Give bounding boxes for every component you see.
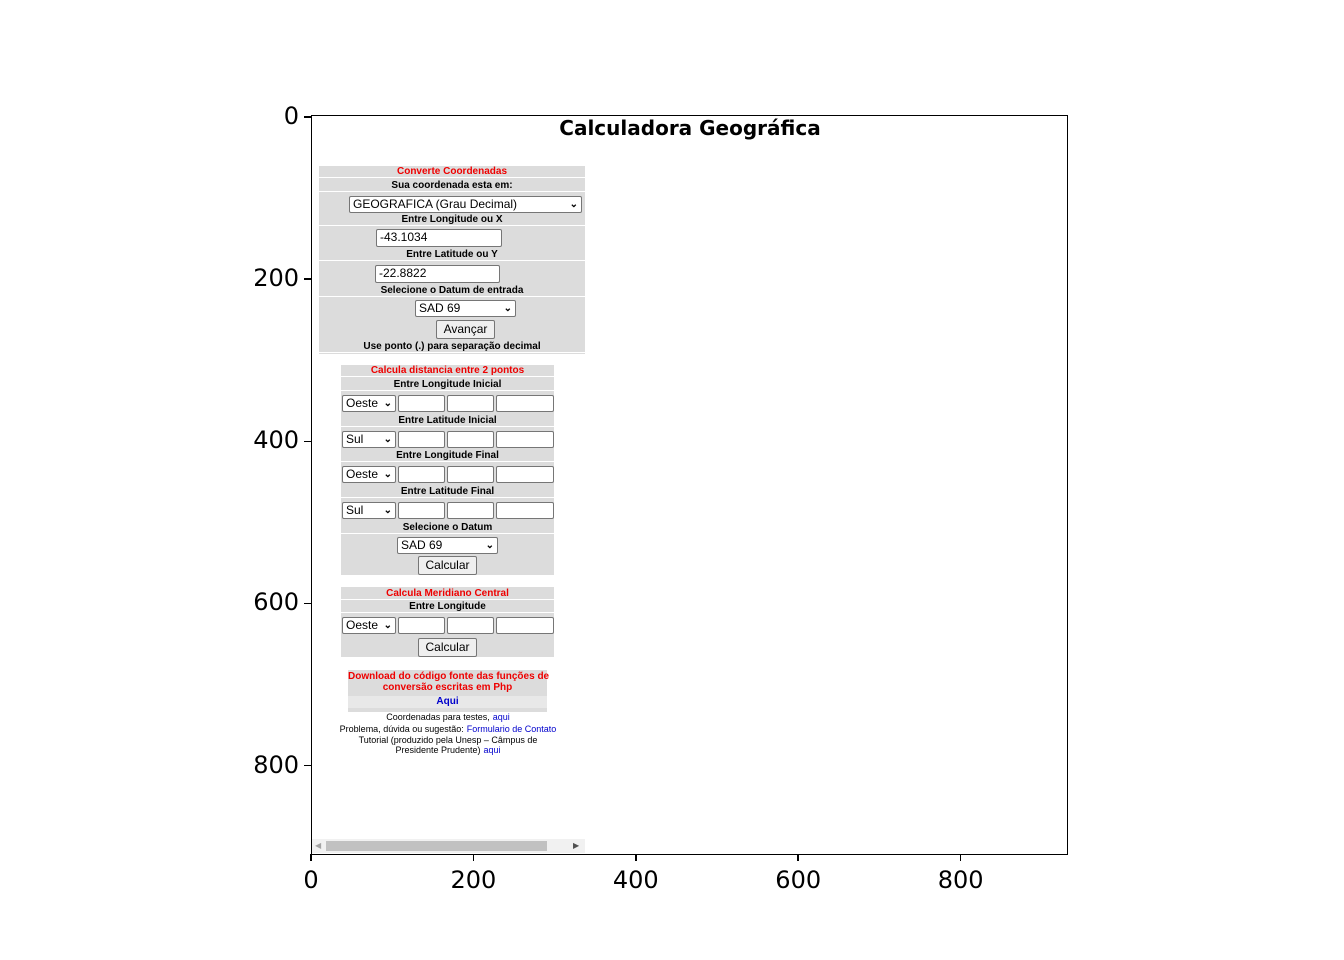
y-tick-label: 600: [253, 588, 299, 617]
label: Selecione o Datum de entrada: [319, 285, 585, 297]
y-tick: [304, 764, 311, 767]
chevron: ⌄: [569, 199, 578, 210]
chevron: ⌄: [383, 398, 392, 409]
download-link[interactable]: Aqui: [348, 696, 547, 708]
footer-line: Tutorial (produzido pela Unesp – Câmpus …: [298, 735, 598, 746]
label: Converte Coordenadas: [319, 166, 585, 178]
button: Avançar: [436, 320, 495, 339]
button: Calcular: [418, 556, 477, 575]
x-tick-label: 0: [303, 866, 319, 894]
chevron: ⌄: [383, 505, 392, 516]
label: Entre Longitude Inicial: [341, 379, 554, 391]
footer-text: Problema, dúvida ou sugestão:: [339, 724, 464, 734]
select: Oeste ⌄: [342, 617, 396, 634]
x-tick-label: 400: [612, 866, 659, 894]
select: Sul ⌄: [342, 431, 396, 448]
y-tick: [304, 440, 311, 443]
label: Entre Longitude: [341, 601, 554, 613]
select: SAD 69 ⌄: [397, 537, 498, 554]
label: Entre Longitude ou X: [319, 214, 585, 226]
text-input: [496, 431, 554, 448]
footer-link[interactable]: aqui: [492, 712, 510, 722]
footer-line: Presidente Prudente) aqui: [298, 745, 598, 756]
y-tick: [304, 278, 311, 280]
label: Entre Latitude Inicial: [341, 415, 554, 427]
text-input: [447, 502, 494, 519]
chevron: ⌄: [485, 540, 494, 551]
label: Entre Latitude Final: [341, 486, 554, 498]
axes-frame: [311, 115, 1068, 855]
text-input: [398, 617, 445, 634]
download-heading: Download do código fonte das funções de: [348, 671, 550, 682]
footer-line: Problema, dúvida ou sugestão: Formulario …: [298, 724, 598, 735]
label: Calcula Meridiano Central: [341, 588, 554, 600]
select: Oeste ⌄: [342, 395, 396, 412]
select: Sul ⌄: [342, 502, 396, 519]
footer-link[interactable]: Formulario de Contato: [466, 724, 557, 734]
footer-text: Coordenadas para testes,: [386, 712, 490, 722]
label: Use ponto (.) para separação decimal: [319, 341, 585, 353]
y-tick-label: 800: [253, 750, 299, 779]
text-input: [447, 395, 494, 412]
select: SAD 69 ⌄: [415, 300, 516, 317]
x-tick: [472, 854, 475, 861]
select: GEOGRAFICA (Grau Decimal) ⌄: [349, 196, 582, 213]
text-input: [398, 431, 445, 448]
select: Oeste ⌄: [342, 466, 396, 483]
y-tick: [304, 116, 311, 118]
text-input: -43.1034: [376, 229, 502, 247]
y-tick-label: 400: [253, 426, 299, 455]
text-input: [496, 617, 554, 634]
text-input: [447, 431, 494, 448]
footer-line: Coordenadas para testes, aqui: [298, 712, 598, 723]
text-input: [398, 502, 445, 519]
x-tick-label: 800: [937, 866, 984, 894]
scroll-left: ◀: [315, 841, 322, 850]
y-tick: [304, 602, 311, 605]
text-input: [398, 466, 445, 483]
text-input: -22.8822: [375, 265, 500, 283]
x-tick: [959, 854, 962, 861]
label: Entre Latitude ou Y: [319, 249, 585, 261]
text-input: [447, 466, 494, 483]
text-input: [496, 502, 554, 519]
download-heading: conversão escritas em Php: [382, 682, 513, 693]
chevron: ⌄: [383, 620, 392, 631]
footer-text: Presidente Prudente): [395, 745, 481, 755]
x-tick-label: 200: [450, 866, 497, 894]
button: Calcular: [418, 638, 477, 657]
text-input: [496, 466, 554, 483]
label: Sua coordenada esta em:: [319, 180, 585, 192]
label: Entre Longitude Final: [341, 450, 554, 462]
x-tick-label: 600: [775, 866, 822, 894]
text-input: [496, 395, 554, 412]
chevron: ⌄: [503, 303, 512, 314]
text-input: [447, 617, 494, 634]
text-input: [398, 395, 445, 412]
scrollbar-thumb: [326, 841, 547, 851]
chevron: ⌄: [383, 434, 392, 445]
x-tick: [797, 854, 799, 861]
footer-link[interactable]: aqui: [483, 745, 501, 755]
x-tick: [635, 854, 637, 861]
label: Selecione o Datum: [341, 522, 554, 534]
x-tick: [310, 854, 312, 861]
scroll-right: ▶: [573, 841, 580, 850]
chevron: ⌄: [383, 469, 392, 480]
label: Calcula distancia entre 2 pontos: [341, 365, 554, 377]
page-title: Calculadora Geográfica: [559, 116, 821, 140]
y-tick-label: 0: [283, 102, 299, 131]
y-tick-label: 200: [253, 264, 299, 293]
footer-text: Tutorial (produzido pela Unesp – Câmpus …: [358, 735, 538, 745]
